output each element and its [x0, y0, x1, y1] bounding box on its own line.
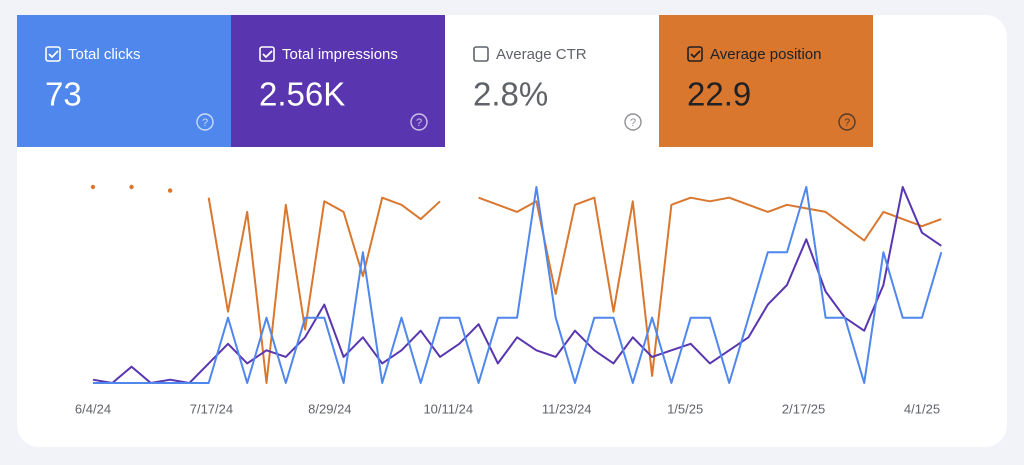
metric-value: 22.9 — [687, 76, 751, 113]
metric-label: Total impressions — [282, 46, 398, 63]
x-tick-label: 6/4/24 — [75, 401, 111, 416]
tile-bg — [445, 15, 659, 147]
check-mark — [262, 50, 273, 59]
metric-label: Average CTR — [496, 46, 587, 63]
x-tick-label: 11/23/24 — [542, 401, 592, 416]
tile-bg — [659, 15, 873, 147]
check-mark — [690, 50, 701, 59]
check-mark — [48, 50, 59, 59]
metric-tile[interactable]: Average position 22.9? — [659, 15, 873, 147]
tile-bg — [17, 15, 231, 147]
metric-label: Total clicks — [68, 46, 141, 63]
x-tick-label: 4/1/25 — [904, 401, 940, 416]
help-icon[interactable] — [838, 113, 856, 131]
checkbox[interactable] — [687, 46, 703, 62]
checkbox[interactable] — [259, 46, 275, 62]
series-line — [478, 196, 942, 377]
help-mark: ? — [844, 117, 850, 129]
help-mark: ? — [416, 117, 422, 129]
help-icon[interactable] — [196, 113, 214, 131]
series-point — [129, 184, 134, 190]
x-tick-label: 8/29/24 — [308, 401, 351, 416]
metric-tile[interactable]: Total clicks 73? — [17, 15, 231, 147]
help-icon[interactable] — [410, 113, 428, 131]
metric-value: 73 — [45, 76, 82, 113]
series-line — [93, 186, 943, 384]
x-tick-label: 7/17/24 — [190, 401, 233, 416]
series-point — [167, 188, 173, 193]
x-tick-label: 1/5/25 — [667, 401, 703, 416]
metric-label: Average position — [710, 46, 821, 63]
series-point — [90, 184, 96, 190]
series-line — [92, 186, 942, 384]
checkbox[interactable] — [45, 46, 61, 62]
metric-tile[interactable]: Total impressions 2.56K? — [231, 15, 445, 147]
checkbox[interactable] — [473, 46, 489, 62]
help-mark: ? — [202, 117, 208, 129]
metric-value: 2.56K — [259, 76, 345, 113]
help-icon[interactable] — [624, 113, 642, 131]
tile-bg — [231, 15, 445, 147]
series-line — [207, 196, 441, 384]
metric-value: 2.8% — [473, 76, 548, 113]
x-tick-label: 10/11/24 — [423, 401, 473, 416]
metric-tile[interactable]: Average CTR 2.8%? — [445, 15, 659, 147]
x-tick-label: 2/17/25 — [782, 401, 825, 416]
help-mark: ? — [630, 117, 636, 129]
